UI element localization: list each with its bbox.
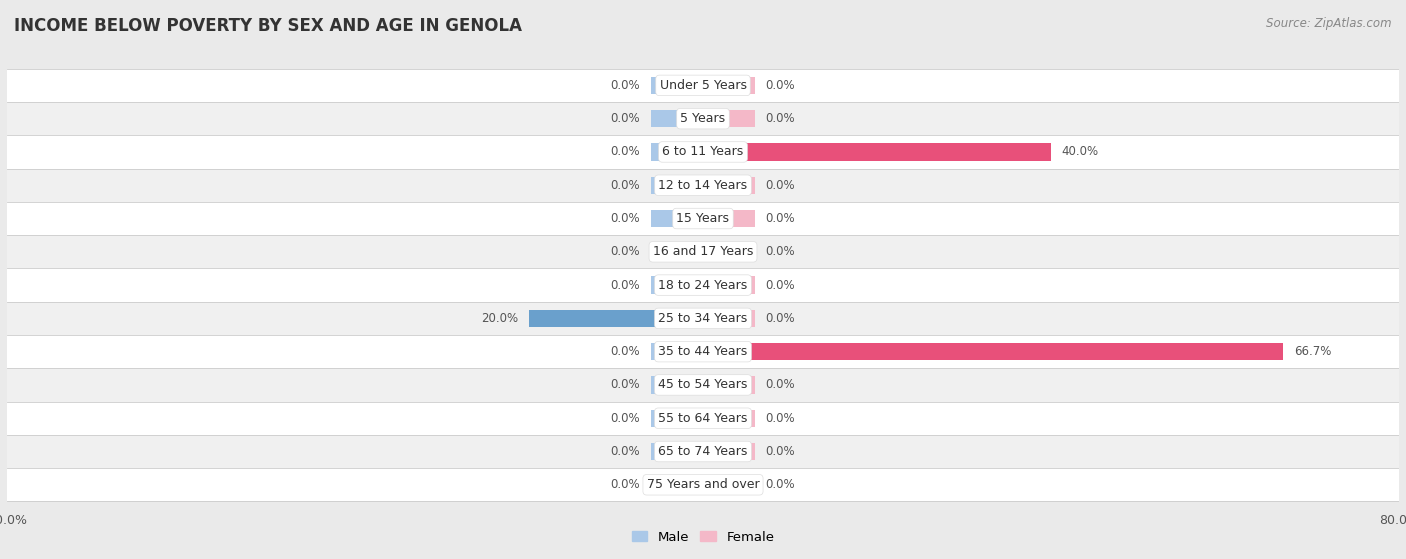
Text: Under 5 Years: Under 5 Years — [659, 79, 747, 92]
Bar — [529, 310, 703, 327]
Bar — [651, 376, 703, 394]
Bar — [703, 376, 755, 394]
Text: 35 to 44 Years: 35 to 44 Years — [658, 345, 748, 358]
Text: 45 to 54 Years: 45 to 54 Years — [658, 378, 748, 391]
Text: 0.0%: 0.0% — [766, 212, 796, 225]
Text: 0.0%: 0.0% — [610, 212, 640, 225]
Bar — [7, 202, 1399, 235]
Bar — [651, 476, 703, 494]
Text: Source: ZipAtlas.com: Source: ZipAtlas.com — [1267, 17, 1392, 30]
Bar — [7, 268, 1399, 302]
Bar — [703, 177, 755, 194]
Bar — [651, 410, 703, 427]
Text: 0.0%: 0.0% — [610, 278, 640, 292]
Legend: Male, Female: Male, Female — [626, 525, 780, 549]
Text: 5 Years: 5 Years — [681, 112, 725, 125]
Text: INCOME BELOW POVERTY BY SEX AND AGE IN GENOLA: INCOME BELOW POVERTY BY SEX AND AGE IN G… — [14, 17, 522, 35]
Bar — [7, 302, 1399, 335]
Text: 18 to 24 Years: 18 to 24 Years — [658, 278, 748, 292]
Bar — [7, 169, 1399, 202]
Text: 0.0%: 0.0% — [610, 179, 640, 192]
Bar — [7, 335, 1399, 368]
Text: 0.0%: 0.0% — [610, 112, 640, 125]
Text: 16 and 17 Years: 16 and 17 Years — [652, 245, 754, 258]
Bar — [651, 110, 703, 127]
Bar — [703, 143, 1052, 160]
Text: 0.0%: 0.0% — [610, 79, 640, 92]
Text: 0.0%: 0.0% — [766, 112, 796, 125]
Bar — [703, 476, 755, 494]
Bar — [703, 210, 755, 227]
Text: 0.0%: 0.0% — [766, 412, 796, 425]
Bar — [703, 410, 755, 427]
Bar — [7, 468, 1399, 501]
Text: 20.0%: 20.0% — [481, 312, 519, 325]
Text: 0.0%: 0.0% — [610, 145, 640, 158]
Text: 0.0%: 0.0% — [610, 412, 640, 425]
Bar — [651, 210, 703, 227]
Text: 12 to 14 Years: 12 to 14 Years — [658, 179, 748, 192]
Bar — [651, 277, 703, 293]
Bar — [651, 177, 703, 194]
Text: 40.0%: 40.0% — [1062, 145, 1098, 158]
Text: 0.0%: 0.0% — [766, 79, 796, 92]
Bar — [703, 110, 755, 127]
Bar — [7, 368, 1399, 401]
Bar — [7, 102, 1399, 135]
Text: 6 to 11 Years: 6 to 11 Years — [662, 145, 744, 158]
Text: 0.0%: 0.0% — [766, 378, 796, 391]
Bar — [703, 277, 755, 293]
Bar — [703, 77, 755, 94]
Bar — [651, 443, 703, 460]
Bar — [651, 343, 703, 361]
Bar — [7, 69, 1399, 102]
Text: 0.0%: 0.0% — [766, 179, 796, 192]
Text: 65 to 74 Years: 65 to 74 Years — [658, 445, 748, 458]
Text: 0.0%: 0.0% — [610, 479, 640, 491]
Text: 0.0%: 0.0% — [610, 245, 640, 258]
Text: 0.0%: 0.0% — [766, 245, 796, 258]
Bar — [651, 77, 703, 94]
Text: 25 to 34 Years: 25 to 34 Years — [658, 312, 748, 325]
Bar — [7, 401, 1399, 435]
Text: 15 Years: 15 Years — [676, 212, 730, 225]
Bar — [703, 310, 755, 327]
Text: 0.0%: 0.0% — [766, 479, 796, 491]
Text: 0.0%: 0.0% — [766, 312, 796, 325]
Text: 0.0%: 0.0% — [766, 278, 796, 292]
Text: 0.0%: 0.0% — [610, 445, 640, 458]
Bar — [651, 243, 703, 260]
Text: 0.0%: 0.0% — [766, 445, 796, 458]
Text: 66.7%: 66.7% — [1294, 345, 1331, 358]
Bar — [703, 443, 755, 460]
Bar — [651, 143, 703, 160]
Bar — [703, 243, 755, 260]
Text: 0.0%: 0.0% — [610, 378, 640, 391]
Bar — [7, 235, 1399, 268]
Bar — [703, 343, 1284, 361]
Text: 55 to 64 Years: 55 to 64 Years — [658, 412, 748, 425]
Text: 0.0%: 0.0% — [610, 345, 640, 358]
Text: 75 Years and over: 75 Years and over — [647, 479, 759, 491]
Bar — [7, 435, 1399, 468]
Bar — [7, 135, 1399, 169]
